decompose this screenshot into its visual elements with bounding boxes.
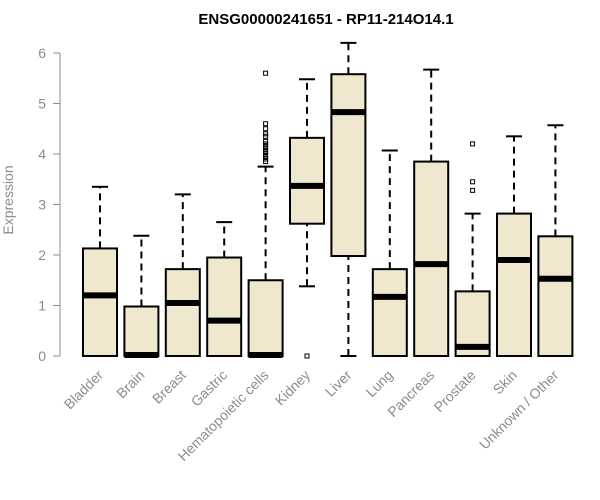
box-10 xyxy=(454,141,491,357)
x-tick-label: Brain xyxy=(113,367,147,401)
outlier-point xyxy=(470,179,476,185)
box-body xyxy=(496,212,532,357)
y-tick-label: 4 xyxy=(38,146,46,162)
x-tick-label: Skin xyxy=(490,367,521,398)
outlier-point xyxy=(470,187,476,193)
outlier-point xyxy=(263,121,269,127)
box-body xyxy=(537,235,574,357)
box-7 xyxy=(330,41,367,357)
box-body xyxy=(123,305,160,358)
box-body xyxy=(371,268,408,358)
box-4 xyxy=(206,221,243,357)
x-tick-label: Bladder xyxy=(61,367,107,413)
outlier-point xyxy=(470,141,476,147)
box-2 xyxy=(123,234,160,358)
outlier-point xyxy=(263,156,269,162)
outlier-point xyxy=(304,353,310,359)
box-body xyxy=(330,73,367,258)
y-tick-label: 3 xyxy=(38,197,46,213)
box-body xyxy=(164,268,201,358)
x-tick-label: Breast xyxy=(149,367,189,407)
outlier-point xyxy=(263,70,269,76)
chart-title: ENSG00000241651 - RP11-214O14.1 xyxy=(198,11,453,28)
outlier-point xyxy=(263,143,269,149)
x-tick-label: Lung xyxy=(363,367,396,400)
outlier-point xyxy=(263,131,269,137)
box-body xyxy=(206,256,243,357)
y-tick-label: 5 xyxy=(38,96,46,112)
box-body xyxy=(413,160,450,357)
x-tick-label: Liver xyxy=(322,367,355,400)
box-body xyxy=(247,279,284,357)
box-body xyxy=(289,136,325,225)
outlier-point xyxy=(263,151,269,157)
box-8 xyxy=(371,149,408,358)
box-5 xyxy=(247,70,284,358)
outlier-point xyxy=(263,146,269,152)
y-axis-label: Expression xyxy=(0,165,16,234)
x-tick-label: Unknown / Other xyxy=(476,367,562,453)
y-tick-label: 1 xyxy=(38,298,46,314)
box-11 xyxy=(496,135,532,357)
box-12 xyxy=(537,124,574,357)
y-tick-label: 6 xyxy=(38,45,46,61)
outlier-point xyxy=(263,159,269,165)
boxes-group xyxy=(82,41,574,359)
outlier-point xyxy=(263,138,269,144)
y-tick-label: 0 xyxy=(38,348,46,364)
box-body xyxy=(82,247,118,357)
outlier-point xyxy=(263,133,269,139)
box-9 xyxy=(413,68,450,357)
y-tick-label: 2 xyxy=(38,247,46,263)
outlier-point xyxy=(263,148,269,154)
x-tick-label: Kidney xyxy=(272,367,314,409)
box-1 xyxy=(82,185,118,357)
outlier-point xyxy=(263,154,269,160)
y-axis: 0 1 2 3 4 5 6 xyxy=(38,45,61,364)
box-3 xyxy=(164,193,201,358)
outlier-point xyxy=(263,141,269,147)
outlier-point xyxy=(263,126,269,132)
box-6 xyxy=(289,78,325,359)
x-tick-label: Prostate xyxy=(431,367,479,415)
